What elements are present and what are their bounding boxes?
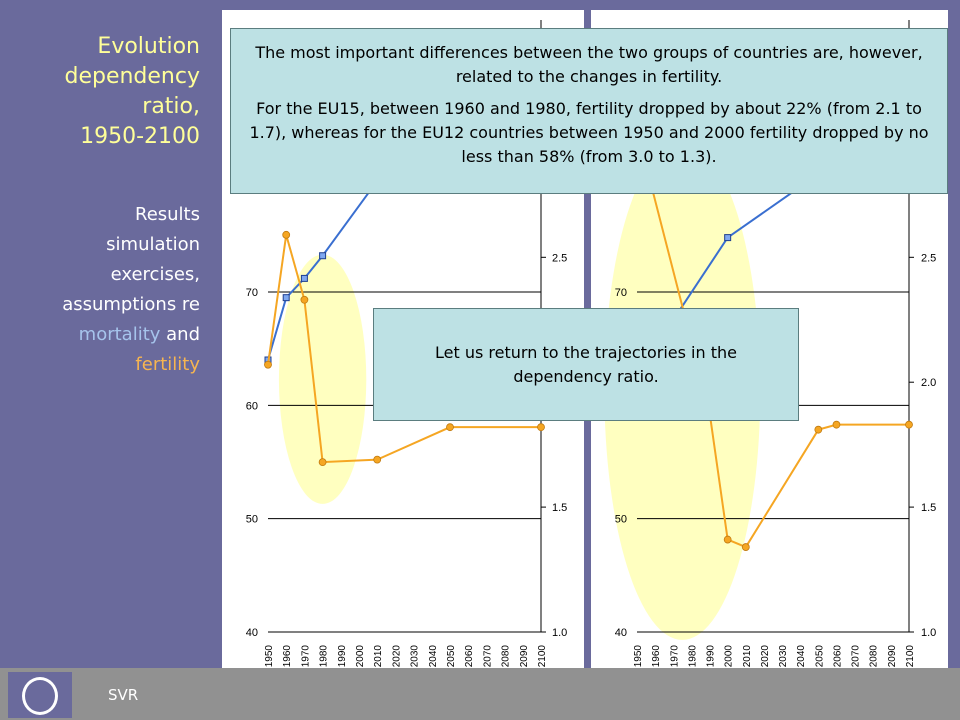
title-line: dependency <box>64 64 200 89</box>
x-tick-label: 2070 <box>482 645 493 668</box>
slide-subtitle: Results simulation exercises, assumption… <box>0 200 200 380</box>
x-tick-label: 2040 <box>796 645 807 668</box>
fertility-point <box>832 420 841 429</box>
x-tick-label: 1950 <box>264 645 275 668</box>
dependency-point <box>319 252 327 260</box>
x-tick-label: 1980 <box>687 645 698 668</box>
footer-label: SVR <box>108 686 139 704</box>
right-tick-label: 1.5 <box>921 502 936 514</box>
x-tick-label: 2030 <box>778 645 789 668</box>
x-tick-label: 2080 <box>501 645 512 668</box>
left-tick-label: 50 <box>615 514 627 526</box>
x-tick-label: 2080 <box>869 645 880 668</box>
right-tick-label: 1.5 <box>552 502 567 514</box>
slide-title: Evolution dependency ratio, 1950-2100 <box>0 32 200 152</box>
title-line: Evolution <box>97 34 200 59</box>
x-tick-label: 2050 <box>446 645 457 668</box>
fertility-point <box>373 455 382 464</box>
logo-ring-icon <box>22 677 58 715</box>
left-tick-label: 50 <box>246 514 258 526</box>
callout-paragraph: For the EU15, between 1960 and 1980, fer… <box>249 99 929 166</box>
footer-bar <box>0 668 960 720</box>
x-tick-label: 2090 <box>887 645 898 668</box>
mortality-word: mortality <box>78 324 161 345</box>
x-tick-label: 2000 <box>724 645 735 668</box>
x-tick-label: 2000 <box>355 645 366 668</box>
x-tick-label: 2030 <box>410 645 421 668</box>
fertility-point <box>741 543 750 551</box>
fertility-word: fertility <box>135 354 200 375</box>
x-tick-label: 1960 <box>282 645 293 668</box>
fertility-point <box>282 230 291 239</box>
left-tick-label: 70 <box>615 287 627 299</box>
callout-paragraph: The most important differences between t… <box>255 43 923 86</box>
dependency-callout: Let us return to the trajectories in the… <box>373 308 799 421</box>
fertility-point <box>905 420 913 429</box>
x-tick-label: 1970 <box>669 645 680 668</box>
dependency-point <box>724 234 732 242</box>
x-tick-label: 1990 <box>337 645 348 668</box>
x-tick-label: 2020 <box>391 645 402 668</box>
x-tick-label: 2060 <box>464 645 475 668</box>
x-tick-label: 2070 <box>851 645 862 668</box>
x-tick-label: 1950 <box>633 645 644 668</box>
and-word: and <box>160 324 200 345</box>
subtitle-line: assumptions re <box>62 294 200 315</box>
subtitle-line: fertility <box>0 350 200 380</box>
x-tick-label: 2020 <box>760 645 771 668</box>
x-tick-label: 2010 <box>373 645 384 668</box>
callout-text: Let us return to the trajectories in the… <box>435 343 737 386</box>
fertility-point <box>537 423 545 432</box>
fertility-point <box>318 458 327 467</box>
title-line: 1950-2100 <box>80 124 200 149</box>
left-tick-label: 40 <box>615 627 627 639</box>
subtitle-line: exercises, <box>110 264 200 285</box>
subtitle-line: mortality and <box>0 320 200 350</box>
left-tick-label: 40 <box>246 627 258 639</box>
fertility-point <box>814 425 823 434</box>
fertility-point <box>446 423 454 432</box>
x-tick-label: 1960 <box>651 645 662 668</box>
x-tick-label: 2060 <box>832 645 843 668</box>
x-tick-label: 2040 <box>428 645 439 668</box>
x-tick-label: 2010 <box>742 645 753 668</box>
chart-eu15: 40506070801.01.52.02.53.0195019601970198… <box>246 20 567 668</box>
right-tick-label: 1.0 <box>552 627 567 639</box>
x-tick-label: 2050 <box>814 645 825 668</box>
right-tick-label: 2.5 <box>552 252 567 264</box>
x-tick-label: 1980 <box>319 645 330 668</box>
dependency-point <box>282 294 290 302</box>
x-tick-label: 2090 <box>519 645 530 668</box>
x-tick-label: 1990 <box>706 645 717 668</box>
x-tick-label: 2100 <box>537 645 548 668</box>
title-line: ratio, <box>142 94 200 119</box>
subtitle-line: simulation <box>106 234 200 255</box>
x-tick-label: 1970 <box>300 645 311 668</box>
fertility-callout: The most important differences between t… <box>230 28 948 194</box>
left-tick-label: 60 <box>246 400 258 412</box>
right-tick-label: 2.0 <box>921 377 936 389</box>
x-tick-label: 2100 <box>905 645 916 668</box>
fertility-point <box>300 295 309 304</box>
highlight-ellipse <box>278 254 367 504</box>
fertility-point <box>264 360 272 369</box>
right-tick-label: 1.0 <box>921 627 936 639</box>
fertility-point <box>723 535 732 544</box>
dependency-point <box>300 274 308 282</box>
left-tick-label: 70 <box>246 287 258 299</box>
subtitle-line: Results <box>135 204 200 225</box>
right-tick-label: 2.5 <box>921 252 936 264</box>
logo <box>8 672 72 718</box>
